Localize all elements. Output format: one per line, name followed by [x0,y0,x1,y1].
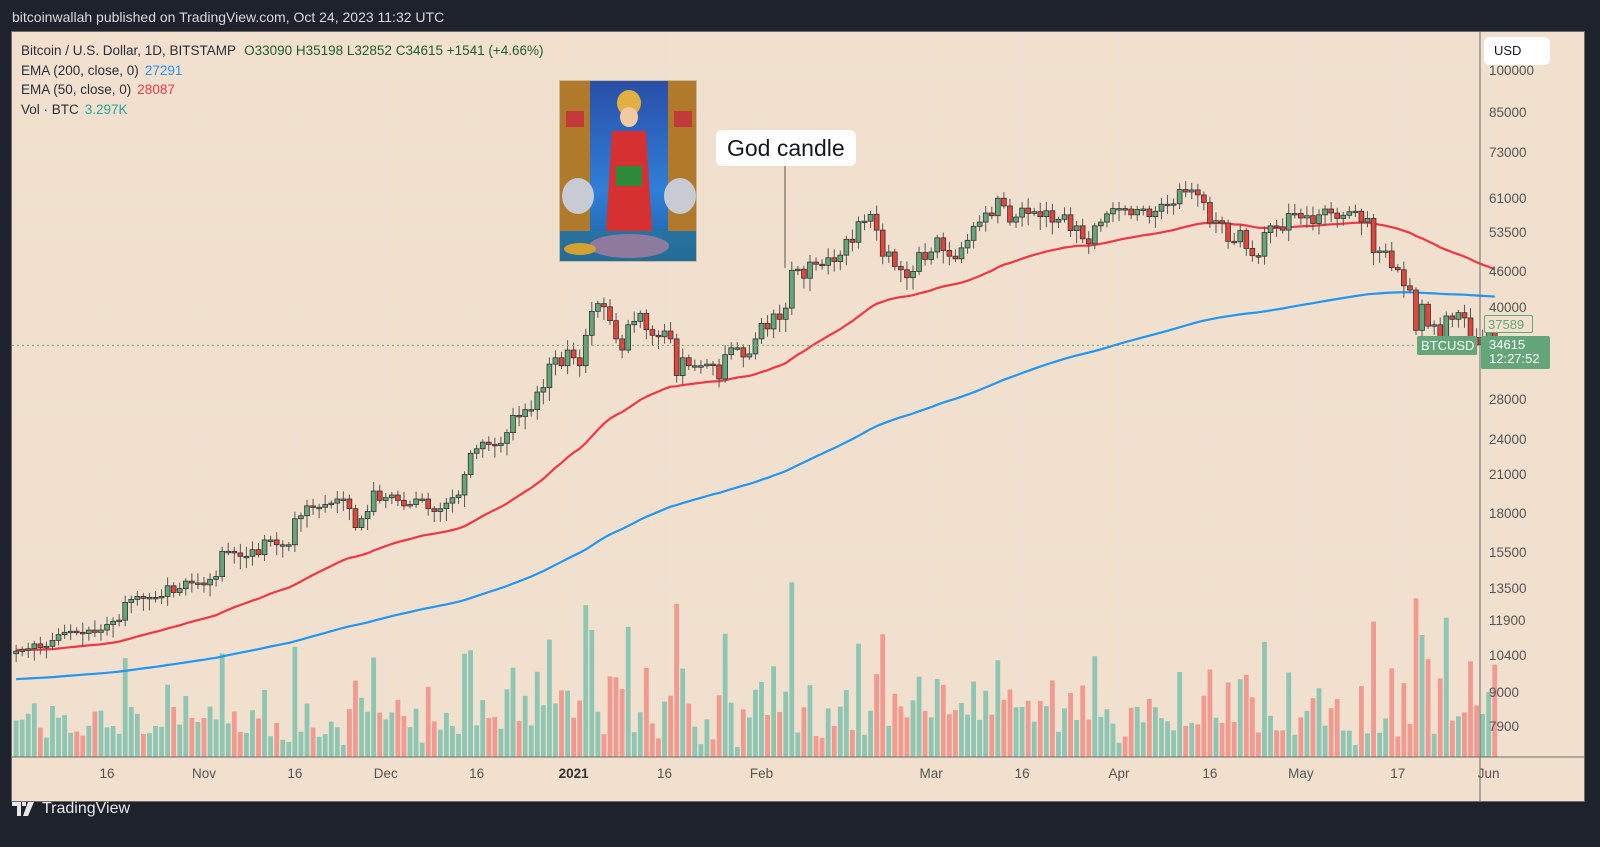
lakshmi-image [559,80,697,262]
ema-price-tag: 37589 [1484,315,1533,333]
price-axis-label: 18000 [1489,506,1527,522]
time-axis-label: 17 [1390,766,1406,781]
price-axis-label: 11900 [1489,613,1526,629]
currency-button[interactable]: USD [1484,37,1550,65]
time-axis-label: May [1288,766,1314,781]
price-axis-label: 10400 [1489,648,1527,664]
price-axis-label: 15500 [1489,544,1527,560]
god-candle-annotation[interactable]: God candle [716,130,856,166]
time-axis-label: 16 [657,766,673,781]
price-axis-label: 73000 [1489,144,1527,160]
time-axis-label: 2021 [558,766,589,781]
ema200-value: 27291 [144,62,183,78]
ohlc-values: O33090 H35198 L32852 C34615 +1541 (+4.66… [244,43,544,58]
symbol-title[interactable]: Bitcoin / U.S. Dollar, 1D, BITSTAMP [21,43,237,58]
price-axis-label: 40000 [1489,300,1527,316]
publish-info: bitcoinwallah published on TradingView.c… [12,9,445,25]
price-axis-label: 9000 [1489,685,1520,701]
tradingview-logo-icon [12,802,34,816]
last-price: 34615 [1489,337,1526,352]
price-axis-label: 46000 [1489,263,1527,279]
volume-value: 3.297K [84,102,128,118]
chart-legend: Bitcoin / U.S. Dollar, 1D, BITSTAMP O3309… [21,41,544,120]
time-axis-label: 16 [469,766,485,781]
time-axis-label: 16 [287,766,303,781]
time-axis-label: Mar [919,766,943,781]
price-axis-label: 53500 [1489,224,1527,240]
tradingview-brand[interactable]: TradingView [12,800,130,818]
ema50-label[interactable]: EMA (50, close, 0) [21,82,132,98]
last-price-tag: 34615 12:27:52 [1481,336,1550,369]
price-axis-label: 85000 [1489,105,1527,121]
symbol-tag: BTCUSD [1417,336,1477,355]
time-axis-label: 16 [1202,766,1218,781]
time-axis-label: Nov [191,766,216,781]
ema200-label[interactable]: EMA (200, close, 0) [21,62,139,78]
brand-label: TradingView [42,800,131,817]
price-axis-label: 7900 [1489,719,1520,735]
time-axis-label: 16 [1014,766,1030,781]
volume-label[interactable]: Vol · BTC [21,102,79,118]
price-axis-label: 61000 [1489,191,1527,207]
price-axis-label: 100000 [1489,63,1535,79]
bar-countdown: 12:27:52 [1489,351,1540,366]
price-axis-label: 13500 [1489,580,1527,596]
ema50-value: 28087 [137,82,175,98]
price-axis-label: 24000 [1489,432,1527,448]
price-axis-label: 28000 [1489,392,1527,408]
time-axis-label: Apr [1108,766,1130,781]
price-axis-label: 21000 [1489,466,1527,482]
time-axis-label: 16 [99,766,115,781]
time-axis-label: Dec [373,766,398,781]
time-axis-label: Jun [1477,766,1500,781]
time-axis-label: Feb [749,766,774,781]
